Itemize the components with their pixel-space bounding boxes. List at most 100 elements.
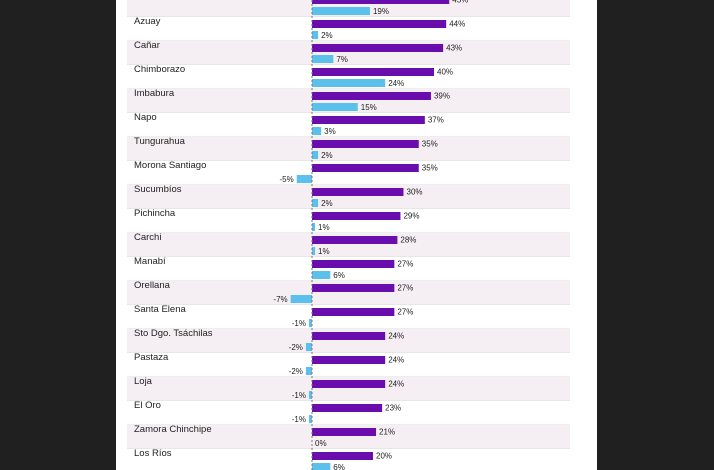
bar-series-a <box>312 188 404 196</box>
value-label-b: -5% <box>280 175 294 184</box>
chart-panel: Bolívar 45% 19% Azuay 44% 2% Cañar 43% 7% Chimbor… <box>116 0 597 470</box>
bar-series-b <box>312 271 331 279</box>
value-label-b: 15% <box>361 103 377 112</box>
category-label: Imbabura <box>134 88 175 99</box>
bar-series-b <box>312 199 319 207</box>
value-label-a: 28% <box>400 236 416 245</box>
bar-series-a <box>312 20 447 28</box>
category-label: Carchi <box>134 232 161 243</box>
value-label-b: -7% <box>273 295 287 304</box>
value-label-b: 6% <box>333 271 345 280</box>
category-label: Tungurahua <box>134 136 186 147</box>
value-label-a: 35% <box>422 140 438 149</box>
category-label: Azuay <box>134 16 161 27</box>
bar-series-a <box>312 0 450 4</box>
bar-series-b <box>308 319 312 327</box>
value-label-b: 0% <box>315 439 327 448</box>
category-label: Los Ríos <box>134 448 172 459</box>
bar-series-b <box>308 415 312 423</box>
bar-series-b <box>312 223 316 231</box>
value-label-b: 19% <box>373 7 389 16</box>
category-label: Santa Elena <box>134 304 186 315</box>
value-label-a: 44% <box>449 20 465 29</box>
bar-series-b <box>312 247 316 255</box>
value-label-b: 3% <box>324 127 336 136</box>
value-label-a: 43% <box>446 44 462 53</box>
value-label-b: -2% <box>289 343 303 352</box>
bar-series-b <box>312 79 386 87</box>
bar-series-a <box>312 404 383 412</box>
category-label: Pichincha <box>134 208 176 219</box>
bar-series-a <box>312 68 434 76</box>
value-label-a: 27% <box>397 284 413 293</box>
value-label-a: 35% <box>422 164 438 173</box>
category-label: Bolívar <box>134 0 164 3</box>
value-label-a: 20% <box>376 452 392 461</box>
bar-series-b <box>305 343 312 351</box>
bar-series-b <box>312 7 370 15</box>
category-label: Manabí <box>134 256 166 267</box>
value-label-b: -1% <box>292 415 306 424</box>
bar-series-a <box>312 212 401 220</box>
bar-series-a <box>312 116 425 124</box>
category-label: Sucumbíos <box>134 184 182 195</box>
bar-series-a <box>312 452 373 460</box>
category-label: Zamora Chinchipe <box>134 424 212 435</box>
bar-series-b <box>308 391 312 399</box>
bar-series-a <box>312 380 386 388</box>
bar-series-a <box>312 356 386 364</box>
bar-series-b <box>305 367 312 375</box>
bar-series-a <box>312 308 395 316</box>
category-label: Morona Santiago <box>134 160 206 171</box>
value-label-a: 24% <box>388 332 404 341</box>
category-label: Loja <box>134 376 153 387</box>
value-label-b: 7% <box>336 55 348 64</box>
bar-series-a <box>312 332 386 340</box>
bar-series-b <box>296 175 312 183</box>
value-label-b: 24% <box>388 79 404 88</box>
category-label: Pastaza <box>134 352 169 363</box>
value-label-a: 27% <box>397 308 413 317</box>
bar-series-a <box>312 164 419 172</box>
bar-series-a <box>312 44 444 52</box>
bar-series-b <box>312 463 331 470</box>
value-label-a: 24% <box>388 380 404 389</box>
value-label-a: 39% <box>434 92 450 101</box>
left-dark-margin <box>0 0 116 470</box>
value-label-a: 27% <box>397 260 413 269</box>
value-label-a: 29% <box>403 212 419 221</box>
right-dark-margin <box>597 0 714 470</box>
bar-series-a <box>312 236 398 244</box>
bar-series-a <box>312 428 377 436</box>
bar-series-b <box>312 103 358 111</box>
value-label-a: 24% <box>388 356 404 365</box>
category-label: Cañar <box>134 40 160 51</box>
category-label: Chimborazo <box>134 64 185 75</box>
category-label: Orellana <box>134 280 171 291</box>
category-label: Napo <box>134 112 157 123</box>
value-label-a: 37% <box>428 116 444 125</box>
value-label-b: -1% <box>292 319 306 328</box>
bar-series-a <box>312 284 395 292</box>
bar-series-a <box>312 260 395 268</box>
bar-series-b <box>312 55 334 63</box>
value-label-b: 2% <box>321 199 333 208</box>
value-label-b: -1% <box>292 391 306 400</box>
bar-series-b <box>312 151 319 159</box>
bar-series-a <box>312 140 419 148</box>
bar-series-a <box>312 92 431 100</box>
category-label: Sto Dgo. Tsáchilas <box>134 328 213 339</box>
bar-series-b <box>312 127 322 135</box>
value-label-b: 6% <box>333 463 345 470</box>
bar-series-b <box>290 295 312 303</box>
value-label-a: 45% <box>452 0 468 5</box>
value-label-a: 23% <box>385 404 401 413</box>
value-label-a: 40% <box>437 68 453 77</box>
value-label-b: 1% <box>318 223 330 232</box>
value-label-b: 2% <box>321 151 333 160</box>
value-label-b: 1% <box>318 247 330 256</box>
bar-series-b <box>312 31 319 39</box>
value-label-a: 21% <box>379 428 395 437</box>
value-label-b: -2% <box>289 367 303 376</box>
category-label: El Oro <box>134 400 161 411</box>
